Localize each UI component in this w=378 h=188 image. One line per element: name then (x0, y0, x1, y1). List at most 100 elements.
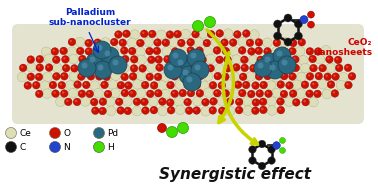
Circle shape (218, 82, 226, 89)
Circle shape (220, 83, 222, 86)
Circle shape (182, 64, 189, 72)
Circle shape (88, 92, 90, 94)
Circle shape (279, 108, 281, 110)
Circle shape (121, 40, 123, 43)
Circle shape (257, 62, 263, 68)
Circle shape (124, 32, 127, 34)
Circle shape (307, 92, 310, 94)
Circle shape (91, 107, 99, 114)
Circle shape (115, 31, 122, 38)
Circle shape (178, 59, 183, 65)
Text: Synergistic effect: Synergistic effect (159, 168, 311, 183)
Circle shape (119, 83, 121, 85)
Circle shape (337, 66, 339, 68)
Circle shape (169, 108, 171, 110)
Circle shape (71, 64, 78, 72)
Circle shape (173, 49, 175, 52)
Circle shape (211, 108, 213, 111)
Circle shape (222, 73, 229, 81)
Circle shape (266, 64, 273, 72)
Circle shape (178, 123, 189, 133)
Circle shape (119, 108, 121, 111)
Circle shape (211, 38, 221, 47)
Circle shape (188, 72, 195, 80)
Circle shape (191, 61, 209, 79)
Circle shape (316, 74, 319, 76)
Circle shape (69, 54, 79, 64)
Circle shape (184, 81, 192, 89)
Circle shape (275, 41, 277, 43)
Circle shape (175, 80, 185, 89)
Circle shape (214, 72, 222, 80)
Circle shape (146, 47, 153, 55)
Circle shape (224, 64, 232, 72)
Circle shape (289, 73, 296, 80)
Circle shape (293, 57, 296, 60)
Circle shape (121, 73, 129, 81)
Circle shape (96, 45, 102, 51)
Circle shape (201, 106, 211, 116)
Circle shape (267, 58, 270, 60)
Circle shape (95, 54, 105, 64)
Circle shape (345, 81, 352, 89)
Circle shape (140, 66, 143, 69)
Circle shape (207, 30, 215, 38)
Circle shape (266, 56, 273, 64)
Circle shape (282, 74, 284, 76)
Circle shape (171, 48, 179, 55)
Text: CeO₂
nanosheets: CeO₂ nanosheets (313, 38, 372, 57)
Circle shape (137, 55, 146, 65)
Circle shape (164, 61, 182, 79)
Circle shape (62, 74, 65, 77)
Circle shape (198, 29, 208, 38)
Circle shape (308, 74, 310, 77)
Circle shape (146, 63, 156, 73)
Circle shape (149, 97, 158, 107)
Circle shape (150, 82, 158, 89)
Circle shape (191, 52, 197, 58)
Circle shape (53, 63, 62, 73)
Circle shape (121, 47, 128, 54)
Circle shape (277, 106, 285, 114)
Circle shape (239, 89, 246, 97)
Circle shape (62, 55, 69, 63)
Circle shape (261, 100, 263, 102)
Circle shape (155, 56, 163, 63)
Circle shape (280, 72, 288, 80)
Circle shape (90, 98, 98, 106)
Circle shape (280, 48, 288, 55)
Circle shape (53, 56, 60, 64)
Circle shape (101, 99, 103, 102)
Circle shape (17, 72, 27, 82)
Circle shape (277, 98, 284, 105)
Circle shape (75, 100, 77, 102)
Text: C: C (19, 143, 25, 152)
Circle shape (217, 58, 220, 60)
Circle shape (54, 58, 56, 60)
Circle shape (154, 39, 161, 46)
Circle shape (187, 39, 194, 46)
Circle shape (290, 39, 297, 47)
Circle shape (326, 63, 336, 73)
Circle shape (242, 96, 252, 106)
Circle shape (223, 91, 226, 94)
Circle shape (47, 65, 49, 68)
Circle shape (344, 64, 352, 72)
Circle shape (183, 70, 189, 76)
Circle shape (300, 40, 302, 42)
Circle shape (147, 75, 150, 77)
Circle shape (161, 89, 170, 99)
Circle shape (82, 62, 87, 68)
Circle shape (34, 83, 36, 85)
Circle shape (321, 45, 331, 55)
Circle shape (232, 64, 240, 71)
Circle shape (225, 57, 228, 60)
Circle shape (255, 73, 263, 80)
Circle shape (253, 108, 256, 111)
Circle shape (207, 64, 214, 72)
Text: Ce: Ce (19, 129, 31, 137)
Circle shape (336, 80, 345, 90)
Circle shape (301, 81, 309, 89)
Circle shape (29, 57, 31, 60)
Circle shape (292, 80, 302, 90)
